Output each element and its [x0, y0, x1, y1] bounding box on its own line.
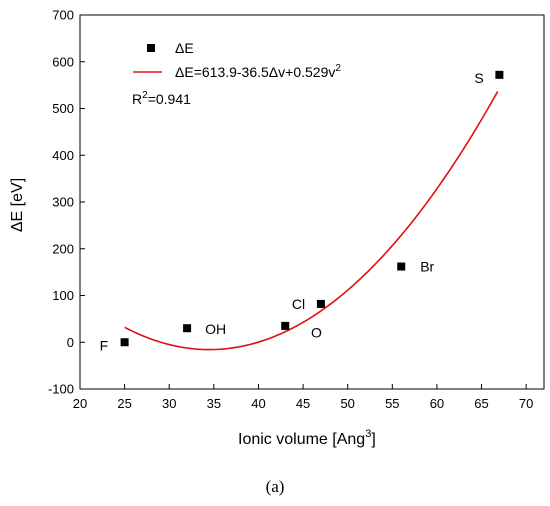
x-axis-title-main: Ionic volume [Ang [238, 431, 365, 448]
data-point-label: OH [205, 321, 226, 337]
legend-series-label: ΔE [175, 40, 194, 56]
fit-curve-line [124, 91, 499, 351]
y-tick-label: 700 [52, 8, 74, 23]
y-tick-label: 600 [52, 54, 74, 69]
data-point-marker [397, 262, 406, 271]
x-tick-label: 40 [251, 396, 265, 411]
data-point-marker [495, 70, 504, 79]
legend-fit-label: ΔE=613.9-36.5Δv+0.529v2 [175, 63, 341, 80]
x-axis-title-end: ] [371, 431, 375, 448]
legend-marker-square [147, 44, 155, 52]
y-tick-label: 400 [52, 148, 74, 163]
x-tick-label: 25 [117, 396, 131, 411]
x-axis-title: Ionic volume [Ang3] [238, 428, 376, 448]
data-point-marker [120, 338, 129, 347]
data-point-marker [183, 324, 192, 333]
data-point-label: Cl [292, 296, 305, 312]
data-point-label: F [100, 337, 109, 353]
x-tick-label: 45 [296, 396, 310, 411]
y-tick-label: 0 [67, 335, 74, 350]
legend-fit-superscript: 2 [335, 63, 341, 74]
x-axis-ticks: 20 25 30 35 40 45 50 55 60 65 70 [73, 384, 533, 411]
data-point-label: Br [420, 259, 434, 275]
open-circle-annotation: O [311, 325, 322, 341]
y-tick-label: 500 [52, 101, 74, 116]
x-tick-label: 60 [430, 396, 444, 411]
legend-fit-equation: ΔE=613.9-36.5Δv+0.529v [175, 64, 335, 80]
x-tick-label: 55 [385, 396, 399, 411]
y-axis-ticks: -100 0 100 200 300 400 500 600 700 [48, 8, 85, 397]
r-squared-label: R2=0.941 [132, 90, 191, 107]
x-tick-label: 50 [340, 396, 354, 411]
r-squared-value: =0.941 [148, 91, 191, 107]
x-tick-label: 30 [162, 396, 176, 411]
x-axis-title-superscript: 3 [365, 428, 371, 440]
data-point-labels: F OH Cl Br S [100, 70, 484, 353]
y-tick-label: 200 [52, 241, 74, 256]
x-tick-label: 65 [474, 396, 488, 411]
data-point-label: S [474, 70, 483, 86]
legend: ΔE ΔE=613.9-36.5Δv+0.529v2 R2=0.941 [132, 40, 341, 107]
data-point-marker [281, 321, 290, 330]
data-points [120, 70, 504, 347]
figure-caption: (a) [266, 477, 285, 496]
r-squared-prefix: R [132, 91, 142, 107]
data-point-marker [316, 299, 325, 308]
r-squared-superscript: 2 [142, 90, 148, 101]
y-axis-title: ΔE [eV] [9, 178, 26, 232]
x-tick-label: 35 [207, 396, 221, 411]
y-tick-label: 300 [52, 195, 74, 210]
x-tick-label: 70 [519, 396, 533, 411]
y-tick-label: 100 [52, 288, 74, 303]
y-tick-label: -100 [48, 382, 74, 397]
x-tick-label: 20 [73, 396, 87, 411]
